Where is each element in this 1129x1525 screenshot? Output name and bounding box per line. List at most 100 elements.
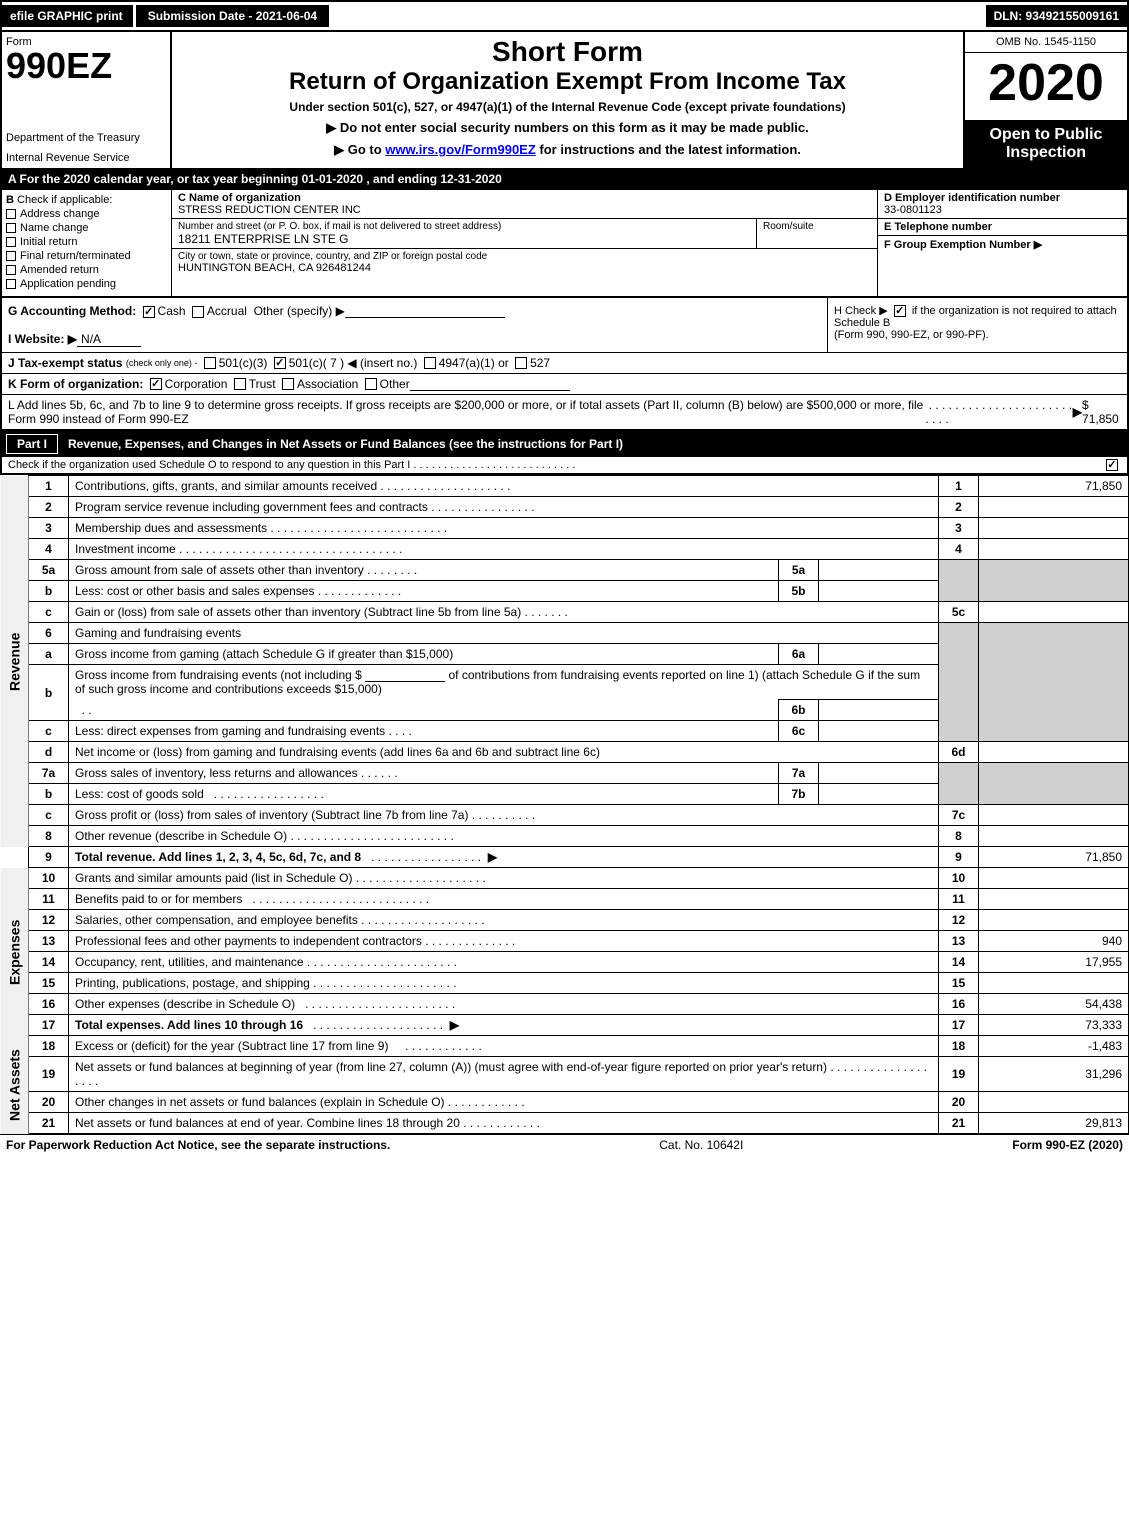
j-opt3: 4947(a)(1) or xyxy=(439,356,509,370)
k-other-input[interactable] xyxy=(410,377,570,391)
form-header: Form 990EZ Department of the Treasury In… xyxy=(0,32,1129,170)
net-assets-tab: Net Assets xyxy=(0,1036,29,1134)
l7a-sub: 7a xyxy=(779,763,819,784)
l18-ref: 18 xyxy=(939,1036,979,1057)
opt-name-change: Name change xyxy=(20,222,89,234)
l7b-desc: Less: cost of goods sold xyxy=(75,787,204,801)
checkbox-accrual[interactable] xyxy=(192,306,204,318)
opt-final-return: Final return/terminated xyxy=(20,250,131,262)
l7-shaded xyxy=(939,763,979,805)
irs-label: Internal Revenue Service xyxy=(6,152,166,164)
info-grid: B Check if applicable: Address change Na… xyxy=(0,190,1129,298)
checkbox-final-return[interactable] xyxy=(6,251,16,261)
line-16: 16 Other expenses (describe in Schedule … xyxy=(0,994,1129,1015)
l5b-sub: 5b xyxy=(779,581,819,602)
checkbox-initial-return[interactable] xyxy=(6,237,16,247)
checkbox-name-change[interactable] xyxy=(6,223,16,233)
checkbox-527[interactable] xyxy=(515,357,527,369)
l6a-num: a xyxy=(29,644,69,665)
l5c-amt xyxy=(979,602,1129,623)
l14-desc: Occupancy, rent, utilities, and maintena… xyxy=(75,955,304,969)
section-c: C Name of organization STRESS REDUCTION … xyxy=(172,190,877,296)
checkbox-other-org[interactable] xyxy=(365,378,377,390)
goto-instruction: ▶ Go to www.irs.gov/Form990EZ for instru… xyxy=(180,142,955,158)
dept-treasury: Department of the Treasury xyxy=(6,132,166,144)
under-section-text: Under section 501(c), 527, or 4947(a)(1)… xyxy=(180,100,955,114)
l5b-subamt xyxy=(819,581,939,602)
l12-num: 12 xyxy=(29,910,69,931)
city-value: HUNTINGTON BEACH, CA 926481244 xyxy=(178,262,871,274)
g-label: G Accounting Method: xyxy=(8,304,136,318)
checkbox-corp[interactable] xyxy=(150,378,162,390)
l6b-blank[interactable] xyxy=(365,668,445,682)
h-forms: (Form 990, 990-EZ, or 990-PF). xyxy=(834,329,989,341)
l19-amt: 31,296 xyxy=(979,1057,1129,1092)
line-6: 6 Gaming and fundraising events xyxy=(0,623,1129,644)
l13-desc: Professional fees and other payments to … xyxy=(75,934,422,948)
opt-application-pending: Application pending xyxy=(20,278,116,290)
checkbox-4947[interactable] xyxy=(424,357,436,369)
l20-amt xyxy=(979,1092,1129,1113)
efile-print-button[interactable]: efile GRAPHIC print xyxy=(2,5,133,27)
short-form-title: Short Form xyxy=(180,36,955,68)
l15-num: 15 xyxy=(29,973,69,994)
l3-num: 3 xyxy=(29,518,69,539)
checkbox-cash[interactable] xyxy=(143,306,155,318)
l12-amt xyxy=(979,910,1129,931)
line-7a: 7a Gross sales of inventory, less return… xyxy=(0,763,1129,784)
l18-amt: -1,483 xyxy=(979,1036,1129,1057)
l6c-desc: Less: direct expenses from gaming and fu… xyxy=(75,724,385,738)
checkbox-h[interactable] xyxy=(894,305,906,317)
checkbox-address-change[interactable] xyxy=(6,209,16,219)
checkbox-assoc[interactable] xyxy=(282,378,294,390)
line-2: 2 Program service revenue including gove… xyxy=(0,497,1129,518)
submission-date-badge: Submission Date - 2021-06-04 xyxy=(135,4,330,28)
checkbox-501c[interactable] xyxy=(274,357,286,369)
l5b-num: b xyxy=(29,581,69,602)
l21-amt: 29,813 xyxy=(979,1113,1129,1134)
l7c-num: c xyxy=(29,805,69,826)
l8-desc: Other revenue (describe in Schedule O) xyxy=(75,829,287,843)
l6d-num: d xyxy=(29,742,69,763)
checkbox-trust[interactable] xyxy=(234,378,246,390)
line-7c: c Gross profit or (loss) from sales of i… xyxy=(0,805,1129,826)
line-8: 8 Other revenue (describe in Schedule O)… xyxy=(0,826,1129,847)
l5c-desc: Gain or (loss) from sale of assets other… xyxy=(75,605,521,619)
g-accrual: Accrual xyxy=(207,304,247,318)
l11-amt xyxy=(979,889,1129,910)
l21-ref: 21 xyxy=(939,1113,979,1134)
opt-initial-return: Initial return xyxy=(20,236,77,248)
c-name-label: C Name of organization xyxy=(178,192,871,204)
l14-num: 14 xyxy=(29,952,69,973)
l13-num: 13 xyxy=(29,931,69,952)
line-5c: c Gain or (loss) from sale of assets oth… xyxy=(0,602,1129,623)
l13-ref: 13 xyxy=(939,931,979,952)
phone-label: E Telephone number xyxy=(884,221,992,233)
website-value: N/A xyxy=(77,332,141,347)
line-21: 21 Net assets or fund balances at end of… xyxy=(0,1113,1129,1134)
opt-amended-return: Amended return xyxy=(20,264,99,276)
line-3: 3 Membership dues and assessments . . . … xyxy=(0,518,1129,539)
irs-link[interactable]: www.irs.gov/Form990EZ xyxy=(385,142,536,157)
header-right-column: OMB No. 1545-1150 2020 Open to Public In… xyxy=(963,32,1127,168)
j-opt1: 501(c)(3) xyxy=(219,356,268,370)
l7a-desc: Gross sales of inventory, less returns a… xyxy=(75,766,358,780)
line-10: Expenses 10 Grants and similar amounts p… xyxy=(0,868,1129,889)
line-15: 15 Printing, publications, postage, and … xyxy=(0,973,1129,994)
l15-ref: 15 xyxy=(939,973,979,994)
l2-ref: 2 xyxy=(939,497,979,518)
line-9: 9 Total revenue. Add lines 1, 2, 3, 4, 5… xyxy=(0,847,1129,868)
top-bar: efile GRAPHIC print Submission Date - 20… xyxy=(0,0,1129,32)
l20-num: 20 xyxy=(29,1092,69,1113)
checkbox-application-pending[interactable] xyxy=(6,279,16,289)
checkbox-amended-return[interactable] xyxy=(6,265,16,275)
g-other-input[interactable] xyxy=(345,304,505,318)
l2-amt xyxy=(979,497,1129,518)
l1-amt: 71,850 xyxy=(979,476,1129,497)
l5a-num: 5a xyxy=(29,560,69,581)
checkbox-501c3[interactable] xyxy=(204,357,216,369)
line-13: 13 Professional fees and other payments … xyxy=(0,931,1129,952)
l9-ref: 9 xyxy=(939,847,979,868)
checkbox-schedule-o[interactable] xyxy=(1106,459,1118,471)
return-title: Return of Organization Exempt From Incom… xyxy=(180,68,955,96)
